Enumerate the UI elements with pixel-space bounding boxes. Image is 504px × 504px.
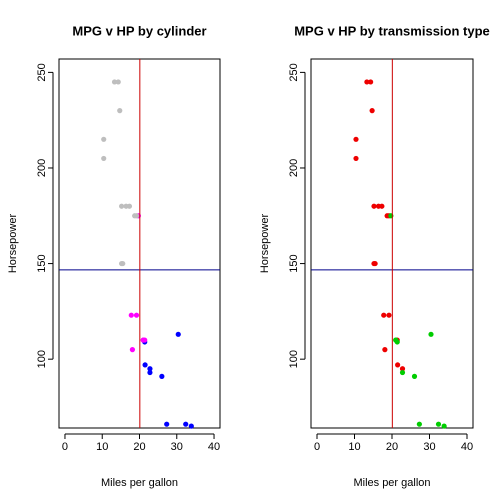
x-tick-label: 0 [314,441,320,453]
point [164,421,170,427]
point [147,366,153,372]
point [128,312,134,318]
point [117,108,123,114]
y-axis-label: Horsepower [7,214,19,274]
point [353,136,359,142]
x-tick-label: 40 [461,441,473,453]
point [133,312,140,318]
y-tick-label: 250 [36,63,48,81]
x-axis-label: Miles per gallon [353,477,430,489]
y-tick-label: 150 [288,254,300,272]
point [129,347,136,353]
point [101,136,107,142]
y-tick-label: 100 [36,350,48,368]
point [368,79,374,85]
x-tick-label: 30 [171,441,183,453]
point [386,312,392,318]
point [394,339,400,345]
point [101,155,107,162]
point [382,347,388,353]
y-tick-label: 250 [288,63,300,81]
point [399,369,406,376]
point [364,79,370,85]
y-tick-label: 200 [288,159,300,177]
x-tick-label: 20 [386,441,398,453]
point [379,203,385,209]
y-tick-label: 100 [288,350,300,368]
y-tick-label: 200 [36,159,48,177]
point [371,203,377,209]
point [369,108,375,114]
point [188,423,194,429]
point [353,155,359,162]
x-tick-label: 10 [348,441,360,453]
point [411,373,418,379]
point [142,337,148,343]
point [395,362,401,368]
point [159,373,165,379]
point [126,203,133,209]
x-tick-label: 0 [62,441,68,453]
point [175,331,181,337]
point [147,369,153,376]
point [111,79,118,85]
x-tick-label: 40 [208,441,220,453]
point [119,260,125,267]
point [142,362,148,368]
point [119,203,125,209]
point [428,331,434,337]
y-axis-label: Horsepower [259,214,271,274]
point [441,423,447,429]
point [371,260,377,267]
point [133,213,140,219]
point [115,79,121,85]
x-tick-label: 20 [133,441,145,453]
point [399,366,406,372]
y-tick-label: 150 [36,254,48,272]
point [435,421,442,427]
x-tick-label: 10 [96,441,108,453]
x-axis-label: Miles per gallon [101,477,178,489]
point [381,312,387,318]
chart-title: MPG v HP by cylinder [72,23,206,38]
x-tick-label: 30 [423,441,435,453]
point [183,421,189,427]
chart-title: MPG v HP by transmission type [294,23,490,38]
point [416,421,422,427]
